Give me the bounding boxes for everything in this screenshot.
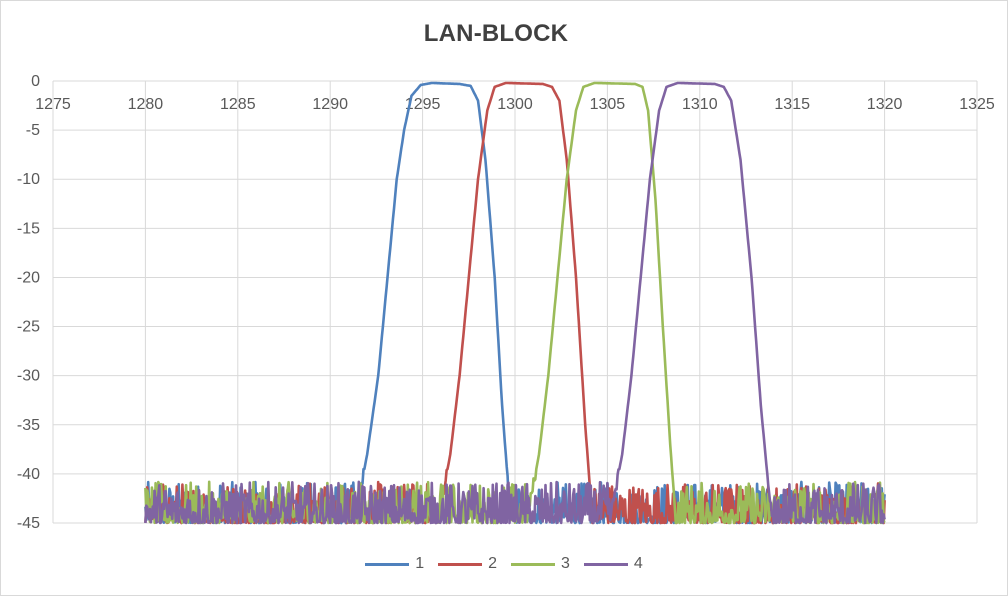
x-tick-label: 1305 bbox=[590, 96, 626, 113]
y-tick-label: -10 bbox=[17, 171, 40, 188]
x-tick-label: 1310 bbox=[682, 96, 718, 113]
legend-label: 2 bbox=[488, 555, 497, 572]
legend-label: 4 bbox=[633, 555, 643, 572]
x-tick-label: 1290 bbox=[312, 96, 348, 113]
legend-swatch bbox=[438, 562, 483, 566]
x-tick-label: 1295 bbox=[405, 96, 441, 113]
legend-swatch bbox=[365, 562, 410, 566]
y-tick-label: -15 bbox=[17, 220, 40, 237]
x-tick-label: 1325 bbox=[959, 96, 995, 113]
x-tick-label: 1300 bbox=[497, 96, 533, 113]
series-line-4 bbox=[144, 81, 886, 525]
y-tick-label: -35 bbox=[17, 417, 40, 434]
y-tick-label: -45 bbox=[17, 515, 40, 532]
legend-label: 1 bbox=[415, 555, 425, 572]
legend-item-1: 1 bbox=[365, 555, 424, 573]
x-tick-label: 1285 bbox=[220, 96, 256, 113]
x-tick-label: 1280 bbox=[128, 96, 164, 113]
legend-item-3: 3 bbox=[511, 555, 570, 573]
y-tick-label: -5 bbox=[26, 122, 40, 139]
legend-swatch bbox=[511, 562, 555, 566]
legend-item-4: 4 bbox=[583, 555, 643, 573]
y-tick-label: -30 bbox=[17, 368, 40, 385]
series-line-3 bbox=[144, 81, 886, 525]
legend-label: 3 bbox=[561, 555, 570, 572]
x-tick-label: 1320 bbox=[867, 96, 903, 113]
y-tick-label: -20 bbox=[17, 269, 40, 286]
legend-swatch bbox=[583, 562, 628, 566]
chart-legend: 1 2 3 4 bbox=[0, 555, 1008, 573]
y-tick-label: -25 bbox=[17, 319, 40, 336]
x-tick-label: 1315 bbox=[774, 96, 810, 113]
y-tick-label: -40 bbox=[17, 466, 40, 483]
y-tick-label: 0 bbox=[31, 73, 40, 90]
legend-item-2: 2 bbox=[438, 555, 497, 573]
x-tick-label: 1275 bbox=[35, 96, 71, 113]
chart-title: LAN-BLOCK bbox=[423, 20, 569, 47]
